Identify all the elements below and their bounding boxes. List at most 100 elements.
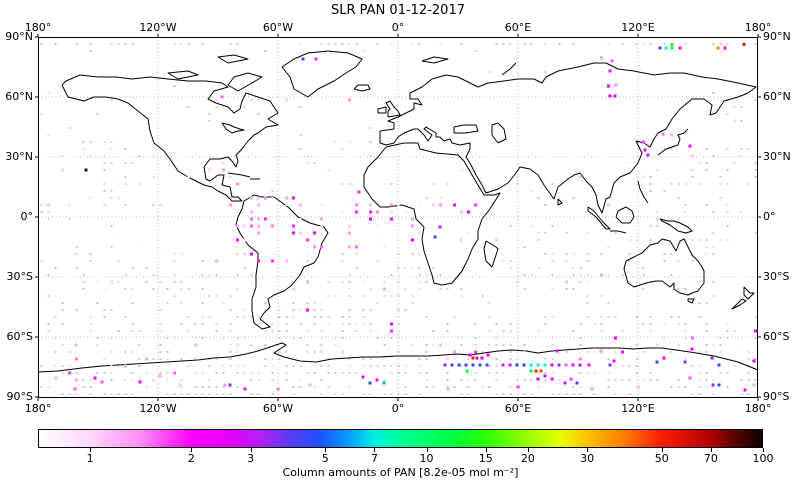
coastline-path	[659, 218, 693, 234]
stipple-dot	[334, 295, 337, 297]
stipple-dot	[481, 386, 484, 388]
stipple-dot	[271, 190, 274, 192]
stipple-dot	[586, 232, 589, 234]
stipple-dot	[530, 190, 533, 192]
stipple-dot	[733, 106, 736, 108]
data-point	[117, 232, 120, 234]
stipple-dot	[369, 155, 372, 157]
stipple-dot	[369, 309, 372, 311]
data-point	[313, 231, 316, 235]
stipple-dot	[138, 379, 141, 381]
stipple-dot	[306, 372, 309, 374]
stipple-dot	[509, 344, 512, 346]
stipple-dot	[446, 323, 449, 325]
stipple-dot	[222, 302, 225, 304]
stipple-dot	[544, 71, 547, 73]
colorbar-tick	[485, 448, 487, 452]
stipple-dot	[89, 50, 92, 52]
stipple-dot	[390, 372, 393, 374]
stipple-dot	[397, 316, 400, 318]
stipple-dot	[719, 344, 722, 346]
data-point	[362, 281, 365, 283]
stipple-dot	[208, 113, 211, 115]
stipple-dot	[467, 372, 470, 374]
stipple-dot	[726, 148, 729, 150]
stipple-dot	[208, 120, 211, 122]
stipple-dot	[131, 288, 134, 290]
stipple-dot	[684, 43, 687, 45]
stipple-dot	[628, 365, 631, 367]
stipple-dot	[502, 372, 505, 374]
data-point	[306, 253, 309, 255]
stipple-dot	[565, 351, 568, 353]
stipple-dot	[334, 372, 337, 374]
data-point	[306, 308, 309, 312]
stipple-dot	[586, 372, 589, 374]
stipple-dot	[61, 302, 64, 304]
stipple-dot	[285, 316, 288, 318]
data-point	[236, 224, 239, 228]
data-point	[642, 169, 645, 171]
data-point	[285, 204, 288, 206]
data-point	[257, 365, 260, 367]
data-point	[670, 42, 674, 46]
stipple-dot	[656, 379, 659, 381]
data-point	[292, 287, 295, 291]
stipple-dot	[726, 183, 729, 185]
stipple-dot	[124, 379, 127, 381]
stipple-dot	[117, 260, 120, 262]
stipple-dot	[397, 365, 400, 367]
stipple-dot	[159, 372, 162, 374]
data-point	[716, 46, 720, 50]
stipple-dot	[677, 197, 680, 199]
data-point	[75, 343, 78, 347]
stipple-dot	[341, 253, 344, 255]
stipple-dot	[747, 183, 750, 185]
stipple-dot	[712, 211, 715, 213]
stipple-dot	[425, 344, 428, 346]
stipple-dot	[299, 309, 302, 311]
stipple-dot	[425, 386, 428, 388]
stipple-dot	[355, 267, 358, 269]
stipple-dot	[684, 337, 687, 339]
stipple-dot	[495, 43, 498, 45]
stipple-dot	[754, 162, 757, 164]
colorbar-tick	[191, 448, 193, 452]
stipple-dot	[306, 162, 309, 164]
data-point	[369, 203, 372, 207]
stipple-dot	[572, 274, 575, 276]
stipple-dot	[292, 302, 295, 304]
lat-tick-label-left: 0°	[20, 210, 34, 223]
stipple-dot	[201, 337, 204, 339]
data-point	[662, 356, 666, 360]
stipple-dot	[397, 281, 400, 283]
stipple-dot	[236, 337, 239, 339]
stipple-dot	[488, 302, 491, 304]
stipple-dot	[397, 337, 400, 339]
stipple-dot	[61, 323, 64, 325]
stipple-dot	[397, 295, 400, 297]
stipple-dot	[747, 379, 750, 381]
stipple-dot	[285, 330, 288, 332]
stipple-dot	[684, 386, 687, 388]
stipple-dot	[747, 358, 750, 360]
stipple-dot	[544, 253, 547, 255]
stipple-dot	[453, 316, 456, 318]
stipple-dot	[334, 141, 337, 143]
stipple-dot	[432, 183, 435, 185]
stipple-dot	[54, 351, 57, 353]
stipple-dot	[572, 197, 575, 199]
stipple-dot	[565, 260, 568, 262]
stipple-dot	[488, 372, 491, 374]
stipple-dot	[341, 337, 344, 339]
stipple-dot	[460, 393, 463, 395]
stipple-dot	[54, 337, 57, 339]
stipple-dot	[649, 330, 652, 332]
data-point	[220, 95, 224, 99]
stipple-dot	[40, 260, 43, 262]
stipple-dot	[117, 43, 120, 45]
stipple-dot	[579, 267, 582, 269]
stipple-dot	[250, 393, 253, 395]
data-point	[670, 133, 673, 137]
stipple-dot	[222, 337, 225, 339]
